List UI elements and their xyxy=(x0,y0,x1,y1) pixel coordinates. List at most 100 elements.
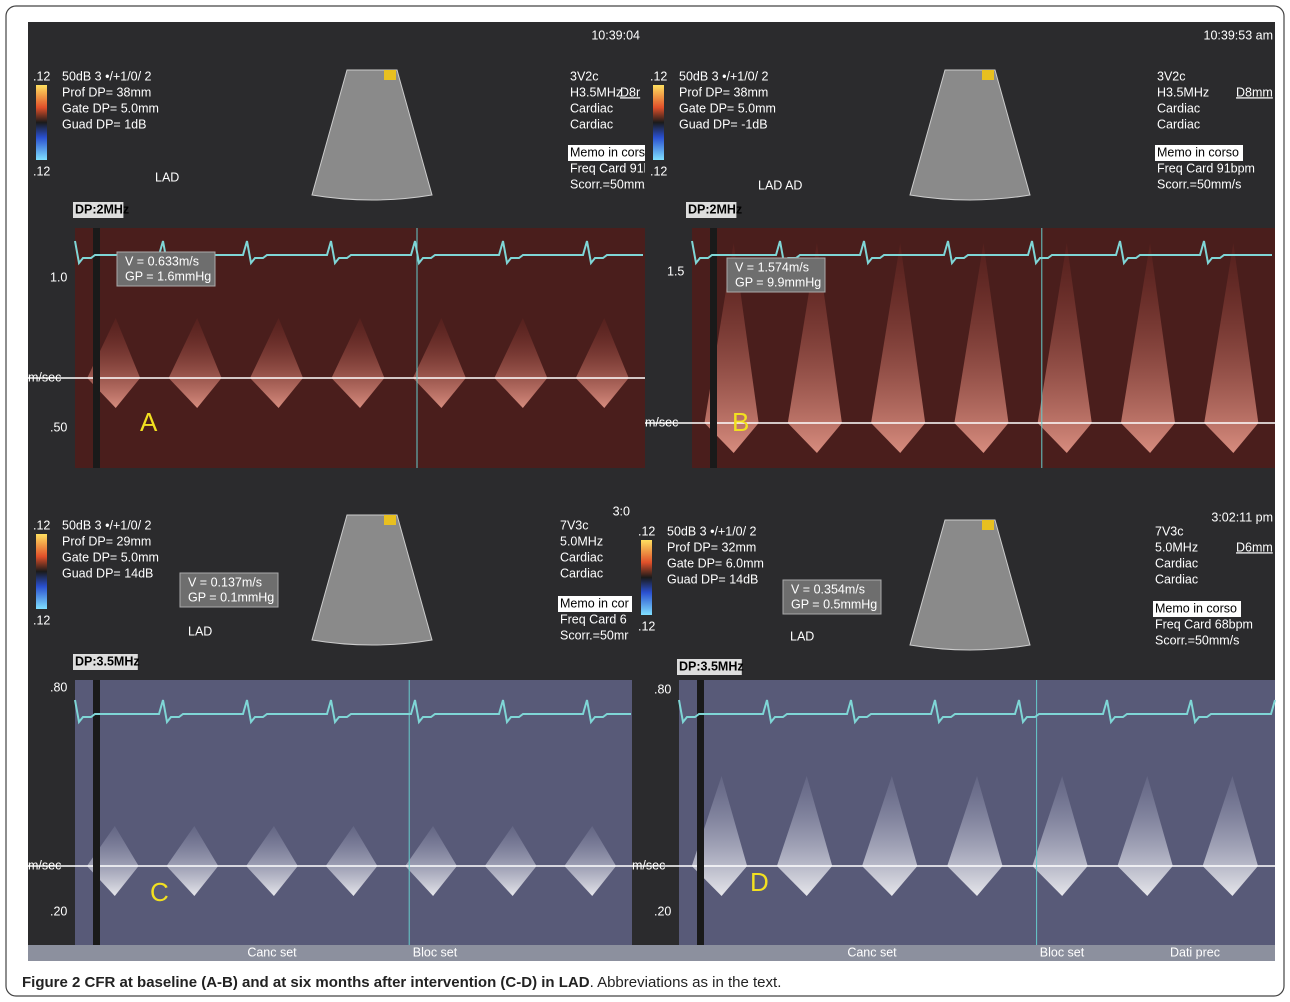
probe-info: Cardiac xyxy=(1155,572,1198,586)
memo: Memo in corso xyxy=(570,145,652,159)
axis-label: 1.5 xyxy=(667,264,684,278)
axis-label: m/sec xyxy=(632,858,665,872)
spectrum xyxy=(75,680,632,945)
heart-rate: Freq Card 91bpm xyxy=(1157,161,1255,175)
measure: GP = 1.6mmHg xyxy=(125,269,211,283)
measure: V = 0.633m/s xyxy=(125,254,199,268)
scroll-speed: Scorr.=50mr xyxy=(560,628,628,642)
scale-bottom: .12 xyxy=(638,619,655,633)
memo: Memo in cor xyxy=(560,596,629,610)
logo xyxy=(982,70,994,80)
axis-label: m/sec xyxy=(645,415,678,429)
setting: Guad DP= 14dB xyxy=(62,566,153,580)
setting: Gate DP= 5.0mm xyxy=(679,101,776,115)
time: 3:02:11 pm xyxy=(1211,510,1273,524)
axis-label: .50 xyxy=(50,420,67,434)
measure-bg xyxy=(179,572,279,608)
flow-envelope xyxy=(954,243,1009,453)
time: 3:0 xyxy=(613,504,630,518)
setting: 50dB 3 •/+1/0/ 2 xyxy=(62,518,152,532)
dp-label: DP:2MHz xyxy=(688,202,742,216)
probe-info: H3.5MHz xyxy=(1157,85,1209,99)
panel-letter: A xyxy=(140,407,158,437)
gap xyxy=(93,680,100,945)
flow-envelope xyxy=(704,243,759,453)
measure-bg xyxy=(116,251,216,287)
probe-info: Cardiac xyxy=(570,117,613,131)
panel-letter: D xyxy=(750,867,769,897)
probe-info: H3.5MHz xyxy=(570,85,622,99)
dp-bg xyxy=(73,654,138,670)
color-bar xyxy=(653,85,664,160)
probe-info: Cardiac xyxy=(1155,556,1198,570)
probe-info: 5.0MHz xyxy=(560,534,603,548)
panel: .12 .12 50dB 3 •/+1/0/ 2 Prof DP= 32mm Gate … xyxy=(632,468,1276,945)
setting: Gate DP= 5.0mm xyxy=(62,101,159,115)
dp-bg xyxy=(677,659,742,675)
footer-bar xyxy=(28,945,1275,961)
logo xyxy=(982,520,994,530)
flow-envelope xyxy=(166,826,219,896)
flow-envelope xyxy=(1120,243,1176,453)
vessel: LAD AD xyxy=(758,178,802,192)
memo-bg xyxy=(558,596,646,612)
dp-label: DP:2MHz xyxy=(75,202,129,216)
dp-label: DP:3.5MHz xyxy=(679,659,744,673)
scroll-speed: Scorr.=50mm/s xyxy=(1157,177,1241,191)
measure-bg xyxy=(782,579,882,615)
setting: Prof DP= 29mm xyxy=(62,534,151,548)
panel: .12 .12 50dB 3 •/+1/0/ 2 Prof DP= 29mm Gate … xyxy=(28,468,646,945)
probe-info: Cardiac xyxy=(560,550,603,564)
scale-top: .12 xyxy=(650,69,667,83)
footer-label: Canc set xyxy=(247,945,297,959)
memo-bg xyxy=(568,145,656,161)
axis-label: .20 xyxy=(50,904,67,918)
ecg-trace xyxy=(74,699,631,725)
setting: Guad DP= -1dB xyxy=(679,117,768,131)
flow-envelope xyxy=(246,826,298,896)
setting: 50dB 3 •/+1/0/ 2 xyxy=(667,524,757,538)
flow-envelope xyxy=(871,243,926,453)
memo-bg xyxy=(1153,601,1241,617)
heart-rate: Freq Card 6 xyxy=(560,612,627,626)
axis-label: .20 xyxy=(654,904,671,918)
setting: Gate DP= 5.0mm xyxy=(62,550,159,564)
scale-top: .12 xyxy=(33,518,50,532)
axis-label: .80 xyxy=(50,680,67,694)
flow-envelope xyxy=(87,318,141,408)
sector-image xyxy=(311,69,433,201)
axis-label: m/sec xyxy=(28,370,61,384)
memo: Memo in corso xyxy=(1155,601,1237,615)
dp-bg xyxy=(73,202,124,218)
measure: GP = 0.1mmHg xyxy=(188,590,274,604)
measure-bg xyxy=(726,257,826,293)
color-bar xyxy=(36,534,47,609)
probe-info: 3V2c xyxy=(570,69,599,83)
measure: V = 1.574m/s xyxy=(735,260,809,274)
color-bar xyxy=(36,85,47,160)
depth: D8r xyxy=(620,85,640,99)
probe-info: Cardiac xyxy=(570,101,613,115)
flow-envelope xyxy=(331,318,385,408)
depth: D8mm xyxy=(1236,85,1273,99)
scale-top: .12 xyxy=(33,69,50,83)
probe-info: Cardiac xyxy=(1157,117,1200,131)
gap xyxy=(93,228,100,468)
caption-label: Figure 2 xyxy=(22,974,80,991)
axis-label: m/sec xyxy=(28,858,61,872)
logo xyxy=(384,70,396,80)
setting: Gate DP= 6.0mm xyxy=(667,556,764,570)
dp-bg xyxy=(686,202,737,218)
flow-envelope xyxy=(405,826,457,896)
axis-label: 1.0 xyxy=(50,270,67,284)
gap xyxy=(697,680,704,945)
setting: 50dB 3 •/+1/0/ 2 xyxy=(679,69,769,83)
flow-envelope xyxy=(575,318,629,408)
probe-info: 7V3c xyxy=(560,518,589,532)
panel-letter: C xyxy=(150,877,169,907)
gap xyxy=(710,228,717,468)
flow-envelope xyxy=(494,318,548,408)
measure: V = 0.137m/s xyxy=(188,575,262,589)
scroll-speed: Scorr.=50mm/s xyxy=(1155,633,1239,647)
